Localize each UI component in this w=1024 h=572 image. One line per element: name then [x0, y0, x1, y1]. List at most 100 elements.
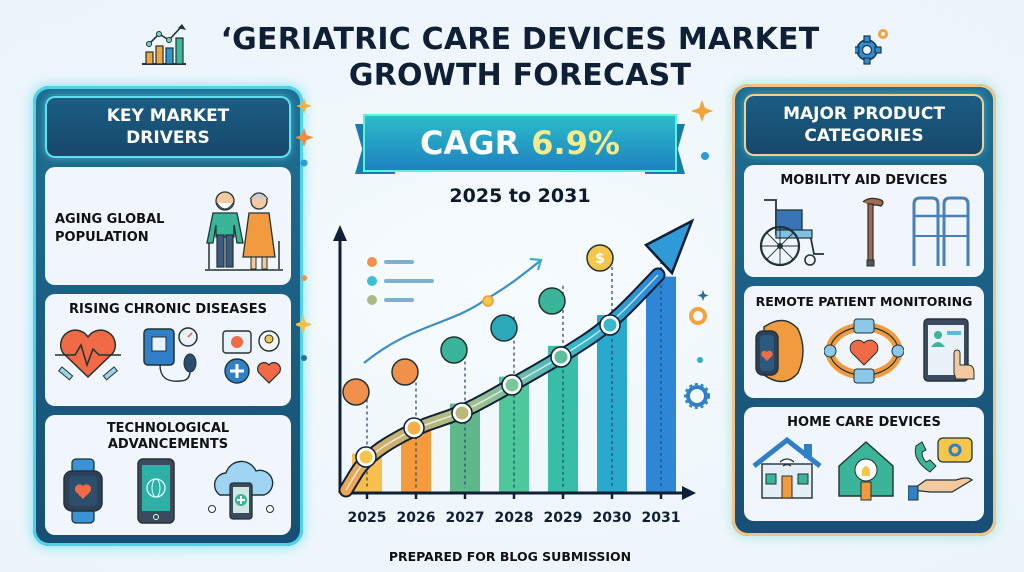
- cane-icon: [857, 196, 887, 272]
- fitness-band-icon: [752, 317, 808, 389]
- cagr-label: CAGR: [420, 124, 520, 162]
- blood-pressure-monitor-icon: [140, 325, 202, 391]
- dollar-symbol: $: [595, 251, 605, 267]
- milestone-icon: [538, 287, 566, 315]
- arrow-node-ring: [451, 402, 473, 424]
- panel-heading: KEY MARKET DRIVERS: [45, 96, 291, 158]
- heart-rate-icon: [53, 325, 123, 391]
- card-title-line: AGING GLOBAL: [55, 212, 165, 227]
- heart-monitor-ring-icon: [823, 317, 905, 389]
- gears-icon: [852, 26, 891, 70]
- card-title: AGING GLOBAL POPULATION: [55, 211, 164, 247]
- category-card-mobility-aids: MOBILITY AID DEVICES: [744, 165, 984, 277]
- card-title-line: ADVANCEMENTS: [107, 437, 229, 452]
- y-axis-arrow: [333, 225, 347, 241]
- arrow-node: [600, 315, 620, 335]
- legend-line: [384, 298, 414, 302]
- elderly-couple-icon: [203, 187, 285, 277]
- arrow-node: [502, 375, 522, 395]
- gear-icon: [689, 307, 707, 325]
- arrow-node-ring: [355, 446, 377, 468]
- dollar-coin-icon: [586, 244, 614, 272]
- walker-icon: [908, 196, 974, 272]
- cagr-badge: CAGR 6.9%: [363, 114, 677, 172]
- card-title-line: TECHNOLOGICAL: [106, 421, 230, 436]
- arrow-node: [404, 418, 424, 438]
- x-axis-arrow: [682, 486, 696, 500]
- arrow-node: [452, 403, 472, 423]
- growth-chart-icon: [140, 22, 190, 72]
- x-tick-label: 2029: [544, 510, 583, 526]
- milestone-icon: [440, 336, 468, 364]
- arrow-node: [551, 347, 571, 367]
- sparkle-icon: [296, 98, 312, 114]
- heading-line-1: MAJOR PRODUCT: [783, 104, 945, 124]
- title-line-1: ‘GERIATRIC CARE DEVICES MARKET: [220, 22, 820, 57]
- cloud-health-icon: [206, 457, 276, 529]
- major-product-categories-panel: MAJOR PRODUCT CATEGORIES MOBILITY AID DE…: [732, 84, 996, 536]
- card-title-line: POPULATION: [55, 230, 149, 245]
- sparkle-decorations-right: [684, 100, 713, 409]
- arrow-node-ring: [501, 374, 523, 396]
- dot-icon: [301, 275, 307, 281]
- heading-line-1: KEY MARKET: [106, 106, 230, 126]
- category-card-home-care: HOME CARE DEVICES: [744, 407, 984, 521]
- title-line-2: GROWTH FORECAST: [348, 58, 692, 93]
- x-tick-label: 2026: [397, 510, 436, 526]
- page-title: ‘GERIATRIC CARE DEVICES MARKET GROWTH FO…: [190, 22, 850, 94]
- growth-bar-chart: $ 2025 2026 2027 2028 2029 2030 2031: [333, 218, 696, 526]
- legend-dot: [367, 257, 377, 267]
- footer-note: PREPARED FOR BLOG SUBMISSION: [388, 549, 632, 564]
- smartwatch-icon: [60, 457, 106, 529]
- dot-icon: [300, 159, 308, 167]
- secondary-trend-arrowhead: [529, 257, 543, 271]
- milestone-icon: [342, 378, 370, 406]
- smart-bulb-home-icon: [835, 436, 897, 506]
- trend-marker: [482, 295, 494, 307]
- x-tick-label: 2027: [446, 510, 485, 526]
- cagr-value: 6.9%: [531, 124, 620, 162]
- legend-dot: [367, 276, 377, 286]
- card-title: MOBILITY AID DEVICES: [780, 173, 948, 188]
- key-market-drivers-panel: KEY MARKET DRIVERS AGING GLOBAL POPULATI…: [33, 86, 303, 546]
- legend-dot: [367, 295, 377, 305]
- milestone-icon: [490, 314, 518, 342]
- driver-card-aging-population: AGING GLOBAL POPULATION: [45, 167, 291, 285]
- arrow-node: [356, 447, 376, 467]
- x-tick-label: 2028: [495, 510, 534, 526]
- gear-icon: [684, 383, 710, 409]
- x-tick-label: 2030: [593, 510, 632, 526]
- medical-kit-icon: [219, 325, 283, 391]
- driver-card-tech-advancements: TECHNOLOGICAL ADVANCEMENTS: [45, 415, 291, 535]
- arrow-node-ring: [550, 346, 572, 368]
- milestone-icon: [391, 358, 419, 386]
- sparkle-icon: [296, 315, 313, 334]
- card-title: REMOTE PATIENT MONITORING: [755, 294, 973, 309]
- forecast-period: 2025 to 2031: [449, 185, 591, 207]
- smart-home-icon: [750, 436, 824, 506]
- bar-2030: [597, 315, 627, 492]
- sparkle-icon: [691, 100, 713, 122]
- legend-line: [384, 260, 414, 264]
- heading-line-2: CATEGORIES: [804, 126, 924, 146]
- sparkle-decorations-left: [296, 98, 314, 361]
- dot-icon: [301, 355, 307, 361]
- dot-icon: [701, 152, 709, 160]
- category-card-remote-monitoring: REMOTE PATIENT MONITORING: [744, 286, 984, 398]
- smartphone-icon: [136, 457, 176, 529]
- bar-2031: [646, 276, 676, 492]
- wheelchair-icon: [754, 196, 836, 272]
- heading-line-2: DRIVERS: [126, 128, 210, 148]
- dot-icon: [697, 357, 703, 363]
- cagr-banner: CAGR 6.9%: [355, 110, 685, 190]
- secondary-trend-line: [363, 260, 541, 364]
- card-title: RISING CHRONIC DISEASES: [69, 302, 267, 317]
- chart-legend: [367, 257, 434, 305]
- arrow-node-ring: [403, 417, 425, 439]
- sparkle-icon: [296, 128, 314, 147]
- tablet-telehealth-icon: [920, 317, 976, 389]
- x-tick-label: 2025: [348, 510, 387, 526]
- sparkle-icon: [697, 290, 709, 301]
- panel-heading: MAJOR PRODUCT CATEGORIES: [744, 94, 984, 156]
- driver-card-chronic-diseases: RISING CHRONIC DISEASES: [45, 294, 291, 406]
